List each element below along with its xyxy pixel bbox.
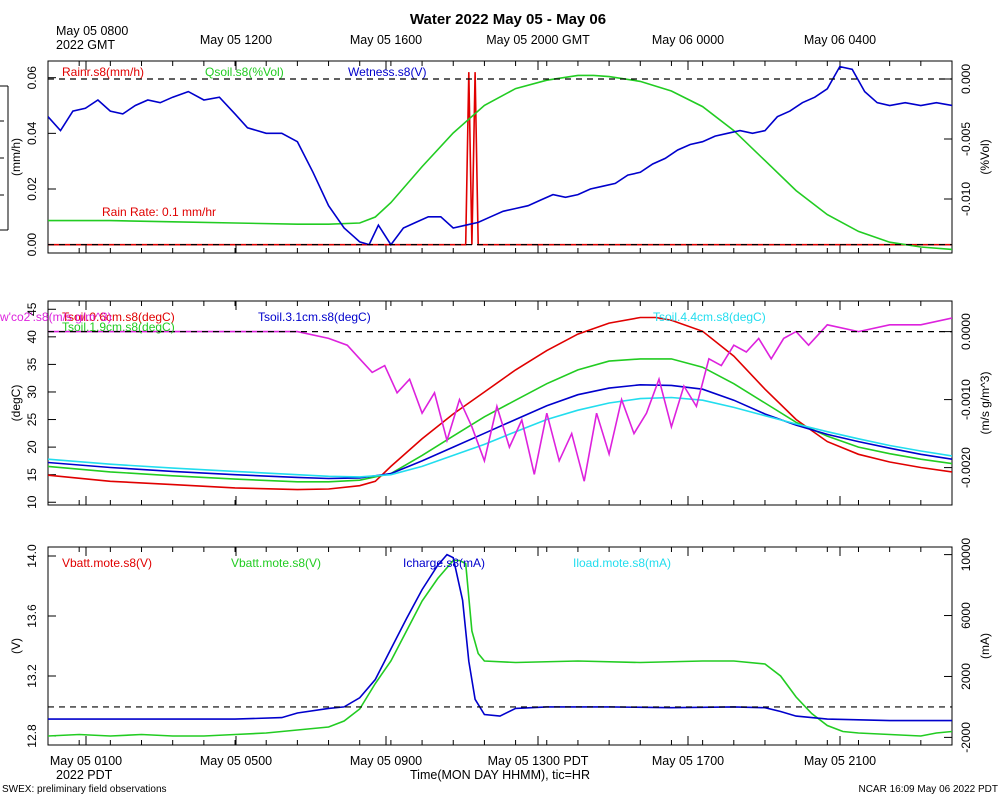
bottom-axis-label: May 05 1300 PDT	[488, 754, 589, 768]
panel2-frame	[47, 300, 953, 506]
chart-title: Water 2022 May 05 - May 06	[410, 11, 606, 28]
panel2-series-line-1	[48, 358, 952, 483]
panel2-series-line-0	[48, 316, 952, 491]
panel3-right-tick-label: 2000	[959, 663, 973, 690]
panel1-left-tick-label: 0.06	[25, 66, 39, 90]
panel1-right-tick-label: -0.005	[959, 122, 973, 156]
bottom-axis-label: May 05 0500	[200, 754, 272, 768]
panel2-legend-2: Tsoil.3.1cm.s8(degC)	[258, 310, 371, 324]
panel3-legend-2: Icharge.s8(mA)	[403, 556, 485, 570]
footer-right: NCAR 16:09 May 06 2022 PDT	[858, 784, 998, 795]
top-axis-label: May 05 2000 GMT	[486, 33, 590, 47]
panel1-right-tick-label: -0.010	[959, 182, 973, 216]
panel3-right-tick-label: 6000	[959, 602, 973, 629]
bottom-axis-xlabel: Time(MON DAY HHMM), tic=HR	[410, 768, 590, 782]
panel2-legend-0: Tsoil.0.6cm.s8(degC)	[62, 310, 175, 324]
panel3-series-line-1	[48, 559, 952, 737]
panel1-series-line-1	[48, 74, 952, 251]
panel1-left-tick-label: 0.04	[25, 121, 39, 145]
panel2-left-tick-label: 40	[25, 330, 39, 344]
panel1-right-tick-label: 0.000	[959, 64, 973, 94]
panel2-left-tick-label: 10	[25, 495, 39, 509]
panel2-left-tick-label: 25	[25, 413, 39, 427]
panel2-right-axis-label: (m/s g/m^3)	[978, 372, 992, 435]
panel1-left-tick-label: 0.02	[25, 177, 39, 201]
panel2-left-tick-label: 20	[25, 440, 39, 454]
panel2-right-tick-label: 0.0000	[959, 313, 973, 350]
top-axis-label: May 05 1600	[350, 33, 422, 47]
bottom-axis-label: May 05 0100	[50, 754, 122, 768]
panel3-right-tick-label: -2000	[959, 722, 973, 753]
panel1-right-axis-label: (%Vol)	[978, 139, 992, 174]
top-axis-label: May 06 0000	[652, 33, 724, 47]
panel3-legend-1: Vbatt.mote.s8(V)	[231, 556, 321, 570]
panel1-left-axis-label: (mm/h)	[9, 138, 23, 176]
panel3-right-tick-label: 10000	[959, 538, 973, 572]
panel2-legend-4: w'co2'.s8(m/s g/m^3)	[0, 310, 112, 324]
panel3-legend-0: Vbatt.mote.s8(V)	[62, 556, 152, 570]
panel2-left-tick-label: 30	[25, 385, 39, 399]
top-axis-label: May 05 1200	[200, 33, 272, 47]
panel1-left-tick-label: 0.00	[25, 233, 39, 257]
panel3-legend-3: Iload.mote.s8(mA)	[573, 556, 671, 570]
panel2-right-tick-label: -0.0010	[959, 379, 973, 420]
panel2-series-line-3	[48, 396, 952, 478]
panel1-series-line-2	[48, 65, 952, 247]
footer-left: SWEX: preliminary field observations	[2, 784, 167, 795]
top-axis-first-label-line2: 2022 GMT	[56, 38, 115, 52]
panel1-legend-2: Wetness.s8(V)	[348, 65, 426, 79]
bottom-axis-label: May 05 0900	[350, 754, 422, 768]
panel2-left-tick-label: 45	[25, 302, 39, 316]
panel3-left-axis-label: (V)	[9, 638, 23, 654]
panel3-right-axis-label: (mA)	[978, 633, 992, 659]
panel2-left-tick-label: 35	[25, 357, 39, 371]
panel2-series-line-2	[48, 383, 952, 480]
panel3-left-tick-label: 13.2	[25, 664, 39, 688]
panel1-legend-0: Rainr.s8(mm/h)	[62, 65, 144, 79]
panel3-left-tick-label: 13.6	[25, 604, 39, 628]
panel2-left-tick-label: 15	[25, 468, 39, 482]
top-axis-label: May 06 0400	[804, 33, 876, 47]
panel1-annotation: Rain Rate: 0.1 mm/hr	[102, 205, 216, 219]
top-axis-first-label-line1: May 05 0800	[56, 24, 128, 38]
panel3-left-tick-label: 14.0	[25, 544, 39, 568]
panel1-legend-1: Qsoil.s8(%Vol)	[205, 65, 284, 79]
panel3-left-tick-label: 12.8	[25, 724, 39, 748]
panel3-frame	[47, 546, 953, 746]
panel2-legend-3: Tsoil.4.4cm.s8(degC)	[653, 310, 766, 324]
panel1-frame	[47, 60, 953, 254]
panel3-series-line-2	[48, 553, 952, 722]
panel2-series-line-4	[48, 317, 952, 482]
panel2-legend-1: Tsoil.1.9cm.s8(degC)	[62, 320, 175, 334]
bottom-axis-year-label: 2022 PDT	[56, 768, 113, 782]
bottom-axis-label: May 05 2100	[804, 754, 876, 768]
panel2-left-axis-label: (degC)	[9, 385, 23, 422]
bottom-axis-label: May 05 1700	[652, 754, 724, 768]
panel2-right-tick-label: -0.0020	[959, 447, 973, 488]
